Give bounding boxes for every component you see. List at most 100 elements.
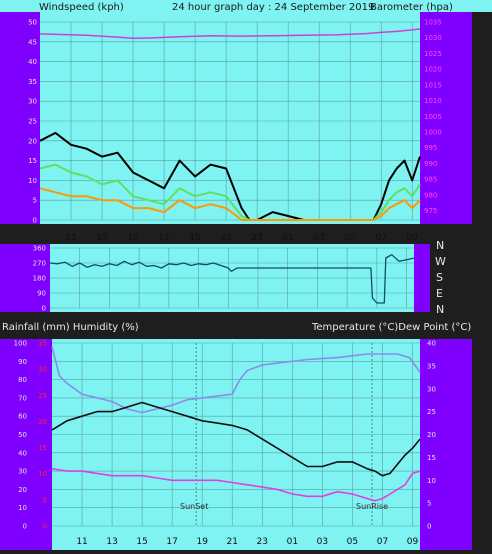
rain-tick-label: 30 [38, 366, 47, 374]
humidity-tick-label: 60 [18, 413, 27, 421]
barometer-tick-label: 1025 [424, 50, 442, 58]
wind_avg-line [39, 163, 421, 221]
x-tick-label: 03 [313, 233, 324, 243]
humidity-tick-label: 0 [23, 523, 27, 531]
graph-title: 24 hour graph day : 24 September 2019 [172, 2, 374, 13]
x-tick-label: 03 [317, 537, 328, 547]
humidity-tick-label: 10 [18, 504, 27, 512]
barometer-tick-label: 1035 [424, 19, 442, 27]
x-tick-label: 13 [96, 233, 107, 243]
barometer-tick-label: 995 [424, 144, 437, 152]
x-tick-label: 23 [257, 537, 268, 547]
rain-tick-label: 10 [38, 470, 47, 478]
temperature-tick-label: 10 [427, 477, 436, 485]
temperature-tick-label: 35 [427, 362, 436, 370]
temperature-tick-label: 30 [427, 385, 436, 393]
sunset-annotation: SunSet [180, 502, 208, 511]
wind-tick-label: 10 [28, 177, 37, 185]
barometer-axis-title: Barometer (hpa) [370, 2, 453, 13]
barometer-tick-label: 1030 [424, 34, 442, 42]
x-tick-label: 09 [407, 537, 419, 547]
x-tick-label: 17 [158, 233, 169, 243]
wind-tick-label: 0 [33, 217, 37, 225]
x-tick-label: 19 [196, 537, 208, 547]
temperature-axis-panel [420, 339, 472, 550]
direction-tick-label: 0 [42, 305, 46, 313]
temp-plot-area [52, 339, 420, 550]
humidity-tick-label: 50 [18, 431, 27, 439]
x-tick-label: 15 [127, 233, 138, 243]
barometer-axis-panel [420, 12, 472, 224]
x-tick-label: 05 [344, 233, 355, 243]
temperature-tick-label: 5 [427, 500, 431, 508]
x-tick-label: 01 [287, 537, 298, 547]
rain-tick-label: 25 [38, 392, 47, 400]
temperature-line [51, 401, 421, 477]
barometer-tick-label: 985 [424, 176, 437, 184]
x-tick-label: 21 [220, 233, 231, 243]
direction-right-panel [414, 244, 430, 312]
humidity-line [51, 346, 421, 414]
humidity-tick-label: 70 [18, 394, 27, 402]
wind-tick-label: 5 [33, 197, 37, 205]
direction-label-s: S [436, 271, 443, 284]
wind-tick-label: 45 [28, 38, 37, 46]
direction-tick-label: 180 [33, 275, 46, 283]
pressure-line [39, 28, 421, 40]
temperature-tick-label: 25 [427, 408, 436, 416]
barometer-tick-label: 980 [424, 191, 437, 199]
barometer-tick-label: 1000 [424, 129, 442, 137]
temperature-tick-label: 40 [427, 340, 436, 348]
direction-label-n2: N [436, 303, 444, 316]
x-tick-label: 11 [65, 233, 76, 243]
wind-tick-label: 40 [28, 58, 37, 66]
x-tick-label: 21 [227, 537, 238, 547]
rain-tick-label: 0 [43, 523, 47, 531]
x-tick-label: 07 [377, 537, 388, 547]
barometer-tick-label: 1005 [424, 113, 442, 121]
direction-left-panel [0, 244, 50, 312]
rain-tick-label: 20 [38, 418, 47, 426]
header-strip [0, 0, 492, 12]
humidity-tick-label: 100 [14, 340, 27, 348]
x-tick-label: 01 [282, 233, 293, 243]
barometer-tick-label: 1010 [424, 97, 442, 105]
direction-tick-label: 270 [33, 260, 46, 268]
x-tick-label: 07 [375, 233, 386, 243]
temperature-tick-label: 0 [427, 523, 431, 531]
x-tick-label: 09 [407, 233, 419, 243]
wind-tick-label: 25 [28, 118, 37, 126]
wind-plot-area [40, 12, 420, 224]
x-tick-label: 19 [189, 233, 201, 243]
sunrise-annotation: SunRise [356, 502, 388, 511]
dewpoint-line [51, 468, 421, 502]
direction-tick-label: 360 [33, 245, 46, 253]
x-tick-label: 17 [166, 537, 177, 547]
x-tick-label: 23 [251, 233, 262, 243]
x-tick-label: 11 [76, 537, 87, 547]
x-tick-label: 13 [106, 537, 117, 547]
temperature-tick-label: 20 [427, 431, 436, 439]
barometer-tick-label: 975 [424, 207, 437, 215]
humidity-tick-label: 20 [18, 486, 27, 494]
x-tick-label: 05 [347, 537, 358, 547]
wind-axis-panel [0, 12, 40, 224]
direction-label-n: N [436, 239, 444, 252]
wind-tick-label: 30 [28, 98, 37, 106]
direction-label-e: E [436, 287, 443, 300]
wind-tick-label: 20 [28, 137, 37, 145]
humidity-tick-label: 30 [18, 468, 27, 476]
humidity-tick-label: 90 [18, 358, 27, 366]
humidity-tick-label: 80 [18, 376, 27, 384]
barometer-tick-label: 1020 [424, 66, 442, 74]
rain-humidity-title: Rainfall (mm) Humidity (%) [2, 322, 139, 333]
wind-tick-label: 15 [28, 157, 37, 165]
rain-tick-label: 5 [43, 496, 47, 504]
rain-tick-label: 35 [38, 340, 47, 348]
direction-tick-label: 90 [37, 290, 46, 298]
wind-tick-label: 50 [28, 19, 37, 27]
temperature-tick-label: 15 [427, 454, 436, 462]
x-tick-label: 15 [136, 537, 147, 547]
humidity-tick-label: 40 [18, 449, 27, 457]
